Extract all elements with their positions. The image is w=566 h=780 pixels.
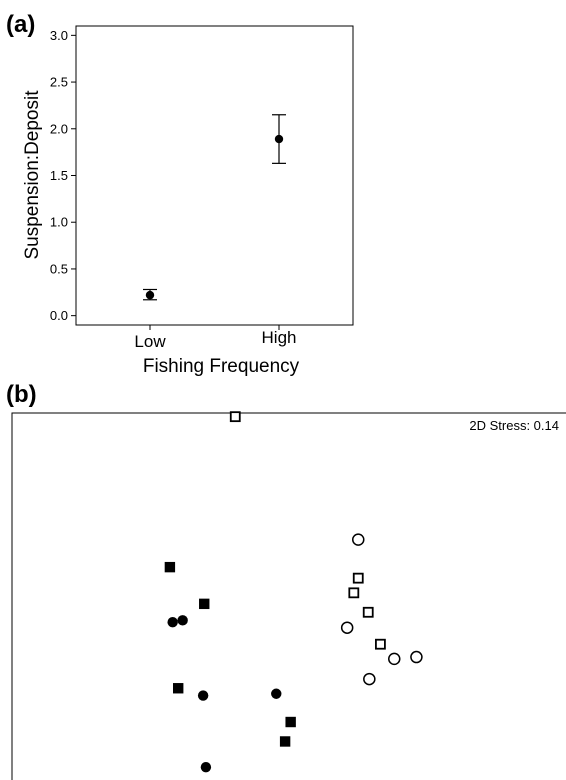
panel-a-label: (a) bbox=[6, 11, 35, 38]
point-filled-circle bbox=[200, 761, 212, 773]
point-filled-square bbox=[173, 683, 184, 694]
point-open-circle bbox=[363, 672, 376, 686]
point-filled-circle bbox=[271, 688, 282, 699]
y-tick-label: 1.5 bbox=[50, 168, 68, 183]
panel-b-label: (b) bbox=[6, 381, 37, 408]
point-open-square bbox=[375, 638, 386, 650]
point-open-circle bbox=[410, 650, 423, 664]
y-tick-label: 0.0 bbox=[50, 308, 68, 323]
panel-a-y-axis: 0.0 0.5 1.0 1.5 2.0 2.5 3.0 bbox=[50, 28, 76, 323]
point-open-square bbox=[348, 587, 360, 599]
point-open-circle bbox=[388, 652, 401, 666]
y-tick-label: 1.0 bbox=[50, 215, 68, 230]
y-tick-label: 2.0 bbox=[50, 121, 68, 136]
panel-a-y-axis-title: Suspension:Deposit bbox=[22, 90, 43, 260]
point-filled-square bbox=[199, 598, 210, 610]
panel-a-plot-frame bbox=[75, 25, 354, 326]
point-filled-square bbox=[279, 736, 291, 747]
stress-annotation: 2D Stress: 0.14 bbox=[469, 418, 559, 433]
panel-a: (a) 0.0 0.5 1.0 1.5 2.0 2.5 3.0 Low High Suspen… bbox=[6, 11, 354, 377]
point-filled-circle bbox=[177, 615, 188, 626]
panel-b-data bbox=[164, 411, 423, 773]
x-category-label: High bbox=[262, 328, 297, 347]
point-open-square bbox=[352, 572, 364, 584]
point-open-square bbox=[229, 411, 241, 423]
y-tick-label: 3.0 bbox=[50, 28, 68, 43]
point-open-circle bbox=[340, 621, 354, 634]
point-open-square bbox=[362, 606, 374, 618]
panel-b: (b) 2D Stress: 0.14 bbox=[6, 381, 566, 780]
panel-a-x-axis-title: Fishing Frequency bbox=[143, 356, 300, 377]
point-open-circle bbox=[352, 533, 365, 546]
mean-point bbox=[274, 134, 284, 144]
point-filled-square bbox=[164, 561, 176, 573]
y-tick-label: 0.5 bbox=[50, 261, 68, 276]
mean-point bbox=[145, 290, 155, 300]
x-category-label: Low bbox=[134, 332, 166, 351]
panel-a-x-axis: Low High bbox=[134, 325, 296, 351]
point-filled-square bbox=[285, 716, 296, 728]
panel-b-plot-frame bbox=[11, 412, 566, 780]
point-filled-circle bbox=[167, 616, 178, 628]
panel-a-data bbox=[143, 114, 286, 301]
point-filled-circle bbox=[197, 690, 209, 701]
y-tick-label: 2.5 bbox=[50, 75, 68, 90]
